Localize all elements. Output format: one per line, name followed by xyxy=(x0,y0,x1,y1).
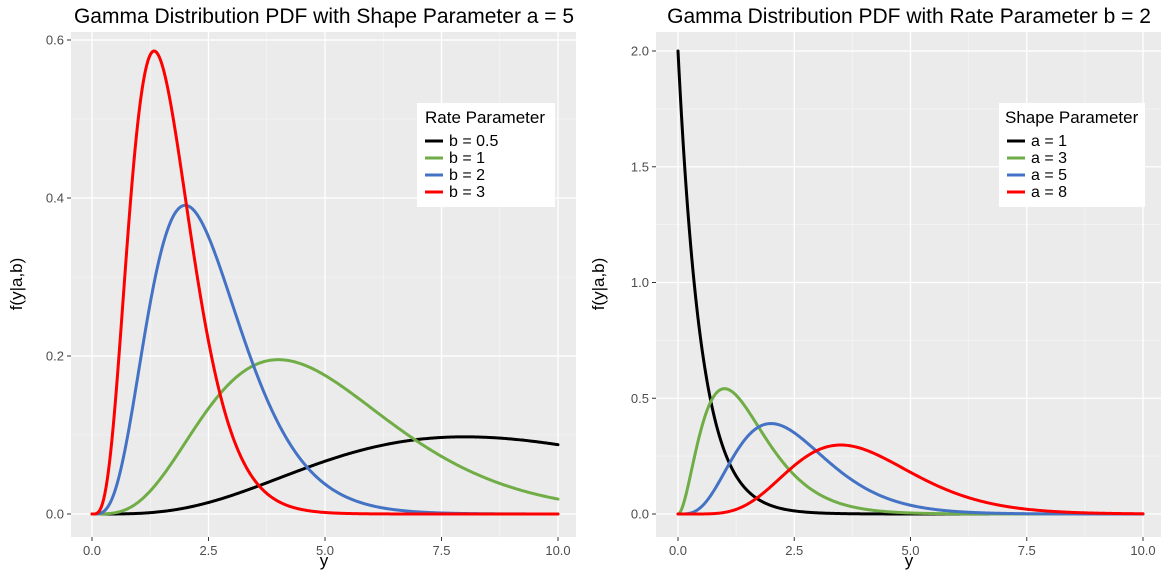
y-tick-label: 0.5 xyxy=(631,391,649,406)
y-tick-label: 0.0 xyxy=(46,507,64,522)
y-tick-label: 1.0 xyxy=(631,275,649,290)
y-tick-labels: 0.0 0.5 1.0 1.5 2.0 xyxy=(631,44,649,522)
y-tick-label: 0.6 xyxy=(46,33,64,48)
x-axis-label: y xyxy=(320,551,329,570)
legend-label-1: a = 1 xyxy=(1031,133,1067,150)
x-tick-label: 10.0 xyxy=(1130,543,1155,558)
legend-label-4: b = 3 xyxy=(449,184,485,201)
chart-panel-shape: Gamma Distribution PDF with Shape Parame… xyxy=(7,5,576,570)
legend: Rate Parameter b = 0.5b = 1b = 2b = 3 xyxy=(417,103,555,207)
y-tick-label: 1.5 xyxy=(631,159,649,174)
legend-label-2: a = 3 xyxy=(1031,150,1067,167)
legend: Shape Parameter a = 1a = 3a = 5a = 8 xyxy=(999,103,1145,207)
legend-box xyxy=(999,103,1145,207)
series-lines xyxy=(676,49,1145,516)
series-lines xyxy=(90,49,560,516)
x-tick-labels: 0.0 2.5 5.0 7.5 10.0 xyxy=(669,543,1156,558)
x-tick-label: 2.5 xyxy=(199,543,217,558)
legend-label-1: b = 0.5 xyxy=(449,133,498,150)
legend-label-3: a = 5 xyxy=(1031,167,1067,184)
major-gridlines xyxy=(71,32,576,537)
y-tick-label: 0.4 xyxy=(46,191,64,206)
x-tick-label: 5.0 xyxy=(316,543,334,558)
gamma-chart-shape-5: Gamma Distribution PDF with Shape Parame… xyxy=(7,5,576,570)
axis-ticks xyxy=(652,50,1144,541)
y-tick-labels: 0.0 0.2 0.4 0.6 xyxy=(46,33,64,522)
legend-label-3: b = 2 xyxy=(449,167,485,184)
legend-label-2: b = 1 xyxy=(449,150,485,167)
x-tick-labels: 0.0 2.5 5.0 7.5 10.0 xyxy=(83,543,571,558)
legend-title: Shape Parameter xyxy=(1005,108,1139,127)
y-axis-label: f(y|a,b) xyxy=(589,258,608,311)
series-line-2 xyxy=(90,358,560,516)
x-tick-label: 0.0 xyxy=(83,543,101,558)
series-line-4 xyxy=(90,49,560,516)
legend-title: Rate Parameter xyxy=(425,108,545,127)
chart-panel-rate: Gamma Distribution PDF with Rate Paramet… xyxy=(582,0,1163,573)
series-line-4 xyxy=(676,443,1145,516)
y-tick-label: 0.0 xyxy=(631,507,649,522)
axis-ticks xyxy=(67,39,559,541)
y-tick-label: 0.2 xyxy=(46,349,64,364)
x-tick-label: 7.5 xyxy=(432,543,450,558)
series-line-1 xyxy=(90,435,560,516)
x-tick-label: 7.5 xyxy=(1018,543,1036,558)
gamma-chart-rate-2: Gamma Distribution PDF with Rate Paramet… xyxy=(589,5,1161,570)
chart-title: Gamma Distribution PDF with Shape Parame… xyxy=(74,5,574,28)
series-line-3 xyxy=(676,422,1145,516)
x-tick-label: 0.0 xyxy=(669,543,687,558)
x-tick-label: 2.5 xyxy=(785,543,803,558)
y-tick-label: 2.0 xyxy=(631,44,649,59)
legend-label-4: a = 8 xyxy=(1031,184,1067,201)
legend-box xyxy=(417,103,555,207)
x-axis-label: y xyxy=(905,551,914,570)
x-tick-label: 10.0 xyxy=(545,543,570,558)
y-axis-label: f(y|a,b) xyxy=(7,258,26,311)
chart-title: Gamma Distribution PDF with Rate Paramet… xyxy=(667,5,1151,28)
x-tick-label: 5.0 xyxy=(901,543,919,558)
